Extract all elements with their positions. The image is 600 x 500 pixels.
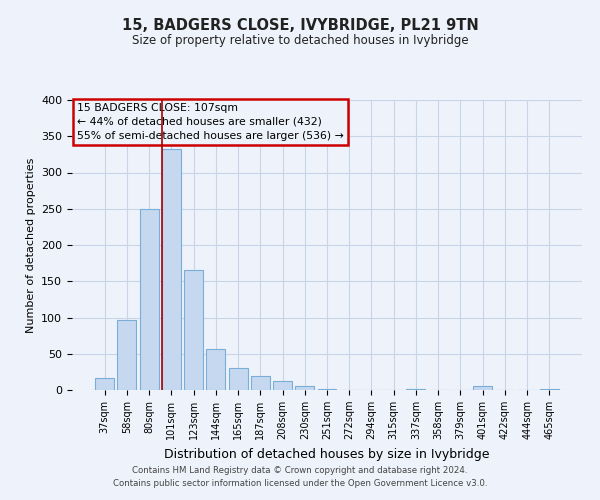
Text: 15, BADGERS CLOSE, IVYBRIDGE, PL21 9TN: 15, BADGERS CLOSE, IVYBRIDGE, PL21 9TN	[122, 18, 478, 32]
Bar	[184, 270, 203, 390]
Text: Size of property relative to detached houses in Ivybridge: Size of property relative to detached ho…	[131, 34, 469, 47]
Bar	[229, 368, 248, 390]
Text: Contains HM Land Registry data © Crown copyright and database right 2024.
Contai: Contains HM Land Registry data © Crown c…	[113, 466, 487, 487]
Bar	[206, 348, 225, 390]
Bar	[118, 320, 136, 390]
Bar	[95, 378, 114, 390]
X-axis label: Distribution of detached houses by size in Ivybridge: Distribution of detached houses by size …	[164, 448, 490, 460]
Text: 15 BADGERS CLOSE: 107sqm
← 44% of detached houses are smaller (432)
55% of semi-: 15 BADGERS CLOSE: 107sqm ← 44% of detach…	[77, 103, 344, 141]
Bar	[140, 209, 158, 390]
Bar	[162, 148, 181, 390]
Bar	[473, 386, 492, 390]
Bar	[295, 386, 314, 390]
Bar	[540, 388, 559, 390]
Bar	[251, 376, 270, 390]
Y-axis label: Number of detached properties: Number of detached properties	[26, 158, 35, 332]
Bar	[273, 382, 292, 390]
